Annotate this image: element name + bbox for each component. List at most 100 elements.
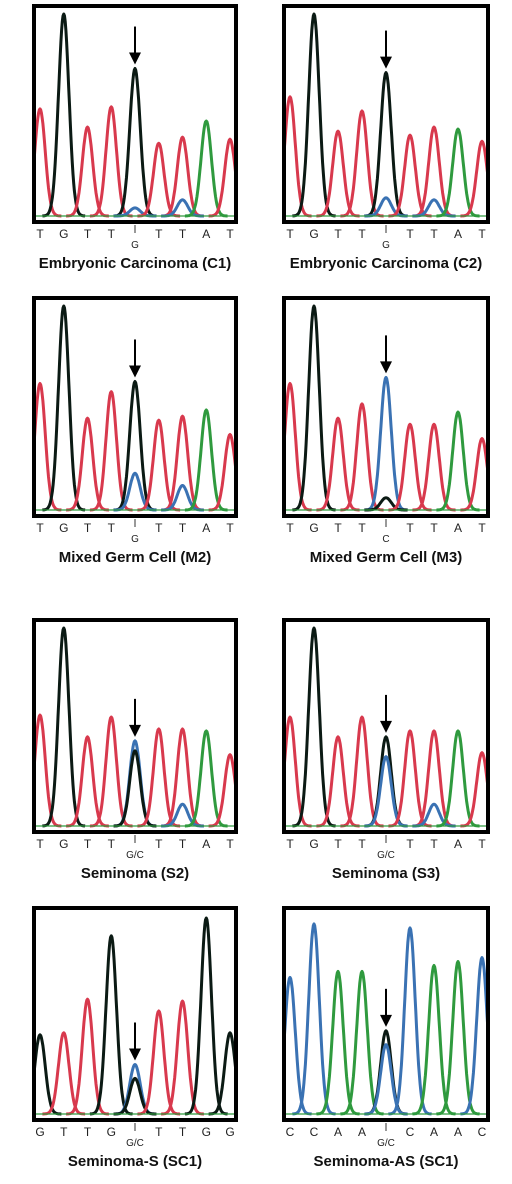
base-label: T bbox=[430, 521, 438, 535]
base-label: T bbox=[226, 521, 234, 535]
panel-grid: T G T T T T A T G Embryonic Carcinoma (C1) T G T T T T A… bbox=[32, 4, 490, 1170]
base-label: C bbox=[478, 1125, 487, 1139]
trace-peak-g bbox=[363, 71, 409, 218]
trace-peak-t bbox=[207, 433, 234, 512]
base-label: A bbox=[454, 837, 462, 851]
base-label: A bbox=[202, 227, 210, 241]
trace-peak-g bbox=[112, 67, 158, 218]
base-label: T bbox=[36, 521, 44, 535]
chromatogram-panel: T G T T T T A T G/C Seminoma (S2) bbox=[32, 618, 238, 882]
base-label: C bbox=[310, 1125, 319, 1139]
chromatogram-panel: C C A A C A A C G/C Seminoma-AS (SC1) bbox=[282, 906, 490, 1170]
trace-group bbox=[36, 626, 234, 828]
trace-peak-g bbox=[112, 1076, 158, 1116]
base-label: T bbox=[84, 521, 92, 535]
base-label: G bbox=[225, 1125, 234, 1139]
trace-peak-t bbox=[315, 416, 361, 512]
trace-group bbox=[36, 916, 234, 1116]
base-label: T bbox=[179, 227, 187, 241]
panel-frame bbox=[32, 906, 238, 1122]
arrow-marker bbox=[380, 30, 392, 69]
trace-peak-t bbox=[65, 735, 110, 828]
chromatogram-panel: T G T T T T A T G Mixed Germ Cell (M2) bbox=[32, 296, 238, 566]
base-label: G bbox=[309, 521, 318, 535]
base-label: G bbox=[202, 1125, 211, 1139]
base-label: T bbox=[334, 227, 342, 241]
base-label: T bbox=[430, 227, 438, 241]
chromatogram-panel: T G T T T T A T G Embryonic Carcinoma (C1) bbox=[32, 4, 238, 272]
base-label: T bbox=[478, 227, 486, 241]
panel-frame bbox=[32, 296, 238, 518]
chromatogram-panel: T G T T T T A T G Embryonic Carcinoma (C2) bbox=[282, 4, 490, 272]
arrow-marker bbox=[129, 26, 141, 65]
base-label: C bbox=[406, 1125, 415, 1139]
trace-peak-t bbox=[136, 1009, 181, 1116]
panel-caption: Seminoma (S2) bbox=[81, 865, 189, 882]
base-label: T bbox=[406, 227, 414, 241]
trace-group bbox=[36, 304, 234, 512]
base-label: T bbox=[286, 521, 294, 535]
trace-peak-t bbox=[207, 137, 234, 218]
trace-peak-t bbox=[459, 751, 486, 828]
base-label: A bbox=[202, 521, 210, 535]
base-label: T bbox=[36, 227, 44, 241]
trace-peak-g bbox=[291, 626, 337, 828]
base-label: A bbox=[430, 1125, 438, 1139]
arrow-marker bbox=[129, 1022, 141, 1061]
trace-peak-g bbox=[184, 916, 229, 1116]
trace-peak-g bbox=[41, 12, 86, 218]
trace-peak-t bbox=[411, 422, 457, 512]
trace-peak-t bbox=[89, 715, 134, 828]
trace-peak-g bbox=[207, 1031, 234, 1116]
panel-caption: Mixed Germ Cell (M3) bbox=[310, 549, 463, 566]
trace-peak-t bbox=[411, 125, 457, 218]
trace-peak-g bbox=[36, 1033, 63, 1116]
trace-peak-t bbox=[36, 713, 63, 828]
trace-peak-a bbox=[184, 729, 229, 828]
base-call-label: C bbox=[382, 534, 389, 545]
panel-caption: Seminoma (S3) bbox=[332, 865, 440, 882]
base-label: T bbox=[226, 227, 234, 241]
trace-peak-g bbox=[41, 304, 86, 512]
trace-peak-a bbox=[435, 127, 481, 218]
base-label: G bbox=[59, 521, 68, 535]
base-label: T bbox=[60, 1125, 68, 1139]
trace-peak-t bbox=[315, 735, 361, 828]
trace-peak-c bbox=[363, 755, 409, 828]
base-label: T bbox=[108, 227, 116, 241]
base-label: T bbox=[155, 227, 163, 241]
trace-peak-t bbox=[41, 1031, 86, 1116]
base-label: T bbox=[358, 227, 366, 241]
trace-group bbox=[286, 304, 486, 512]
trace-peak-c bbox=[363, 375, 409, 512]
trace-peak-t bbox=[89, 390, 134, 512]
base-label: T bbox=[286, 837, 294, 851]
trace-peak-c bbox=[363, 1043, 409, 1116]
panel-caption: Seminoma-AS (SC1) bbox=[313, 1153, 458, 1170]
trace-peak-t bbox=[286, 95, 313, 218]
trace-peak-c bbox=[387, 926, 433, 1116]
base-call-label: G bbox=[131, 240, 139, 251]
panel-caption: Embryonic Carcinoma (C2) bbox=[290, 255, 483, 272]
trace-peak-t bbox=[459, 437, 486, 512]
trace-peak-t bbox=[160, 414, 205, 512]
base-label: T bbox=[179, 521, 187, 535]
base-label: A bbox=[454, 227, 462, 241]
base-label: A bbox=[454, 1125, 462, 1139]
panel-caption: Seminoma-S (SC1) bbox=[68, 1153, 202, 1170]
panel-frame bbox=[282, 296, 490, 518]
base-label: A bbox=[358, 1125, 366, 1139]
trace-peak-c bbox=[112, 471, 158, 512]
base-label: T bbox=[406, 837, 414, 851]
trace-peak-t bbox=[65, 997, 110, 1116]
base-label: T bbox=[179, 1125, 187, 1139]
trace-peak-a bbox=[184, 408, 229, 512]
base-label: T bbox=[334, 521, 342, 535]
panel-caption: Embryonic Carcinoma (C1) bbox=[39, 255, 232, 272]
base-label: T bbox=[478, 521, 486, 535]
base-label: T bbox=[108, 837, 116, 851]
base-label: T bbox=[334, 837, 342, 851]
trace-peak-t bbox=[65, 416, 110, 512]
